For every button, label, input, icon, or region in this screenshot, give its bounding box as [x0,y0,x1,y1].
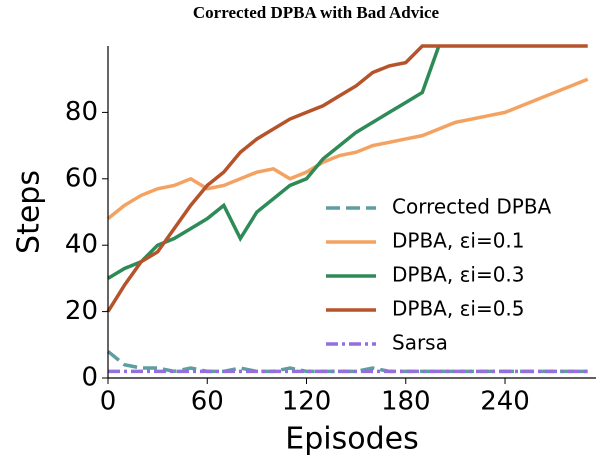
legend-label: DPBA, εi=0.3 [392,263,525,287]
chart-title: Corrected DPBA with Bad Advice [193,3,440,22]
x-tick-label: 180 [381,387,431,417]
series-line [106,44,588,313]
y-tick-label: 80 [65,97,98,127]
y-axis-label: Steps [12,170,47,254]
legend-label: Corrected DPBA [392,195,552,219]
x-axis-label: Episodes [285,422,418,457]
legend-label: DPBA, εi=0.1 [392,229,525,253]
x-tick-label: 60 [191,387,224,417]
y-tick-label: 20 [65,296,98,326]
x-tick-label: 0 [100,387,117,417]
legend-label: DPBA, εi=0.5 [392,297,525,321]
y-tick-label: 0 [81,363,98,393]
y-tick-label: 40 [65,230,98,260]
series-line [106,350,588,374]
x-tick-label: 240 [480,387,530,417]
y-tick-label: 60 [65,163,98,193]
series-line [106,77,589,221]
legend-label: Sarsa [392,331,448,355]
series-line [107,45,441,280]
x-tick-label: 120 [282,387,332,417]
